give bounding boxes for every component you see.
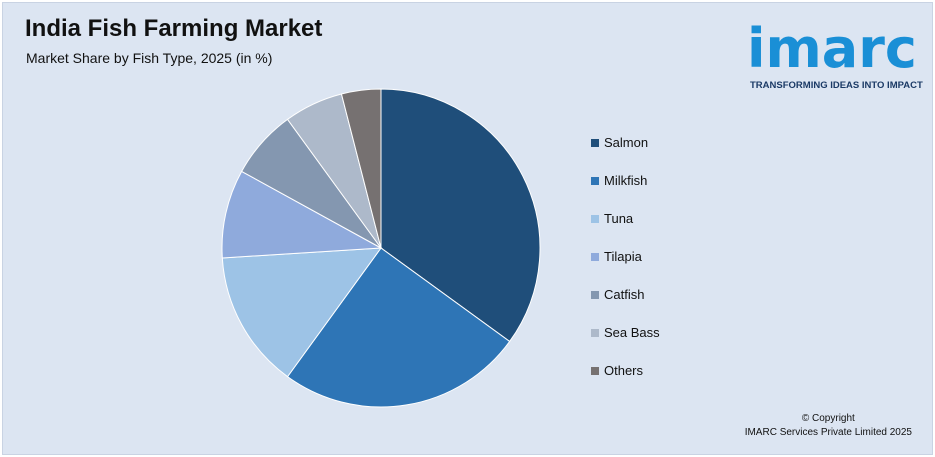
legend-label: Tuna: [604, 211, 634, 226]
legend-swatch: [591, 177, 599, 185]
pie-slice-tuna: [221, 247, 383, 378]
legend-label: Others: [604, 363, 644, 378]
legend-label: Catfish: [604, 287, 645, 302]
logo-wordmark: imarc: [747, 17, 917, 80]
legend-item-salmon: Salmon: [591, 134, 660, 172]
legend-label: Sea Bass: [604, 325, 660, 340]
pie-slice-tilapia: [221, 170, 383, 259]
legend-label: Salmon: [604, 135, 649, 150]
pie-chart: [221, 88, 541, 408]
legend-item-others: Others: [591, 362, 660, 400]
legend-label: Milkfish: [604, 173, 648, 188]
chart-subtitle: Market Share by Fish Type, 2025 (in %): [26, 50, 273, 66]
legend-item-sea-bass: Sea Bass: [591, 324, 660, 362]
pie-slice-salmon: [380, 88, 541, 343]
chart-title: India Fish Farming Market: [25, 15, 323, 42]
legend-swatch: [591, 329, 599, 337]
imarc-logo: imarc TRANSFORMING IDEAS INTO IMPACT: [745, 13, 930, 95]
copyright-line-2: IMARC Services Private Limited 2025: [744, 427, 912, 438]
legend-swatch: [591, 291, 599, 299]
copyright-line-1: © Copyright: [801, 413, 855, 424]
legend-label: Tilapia: [604, 249, 642, 264]
legend-swatch: [591, 215, 599, 223]
copyright-notice: © Copyright IMARC Services Private Limit…: [745, 412, 912, 440]
legend-item-tilapia: Tilapia: [591, 248, 660, 286]
pie-slice-others: [340, 88, 382, 249]
chart-legend: Salmon Milkfish Tuna Tilapia Catfish Sea…: [591, 134, 660, 400]
pie-slice-milkfish: [286, 247, 511, 408]
legend-item-catfish: Catfish: [591, 286, 660, 324]
logo-tagline: TRANSFORMING IDEAS INTO IMPACT: [750, 80, 923, 91]
legend-swatch: [591, 139, 599, 147]
legend-swatch: [591, 253, 599, 261]
legend-item-milkfish: Milkfish: [591, 172, 660, 210]
legend-swatch: [591, 367, 599, 375]
legend-item-tuna: Tuna: [591, 210, 660, 248]
